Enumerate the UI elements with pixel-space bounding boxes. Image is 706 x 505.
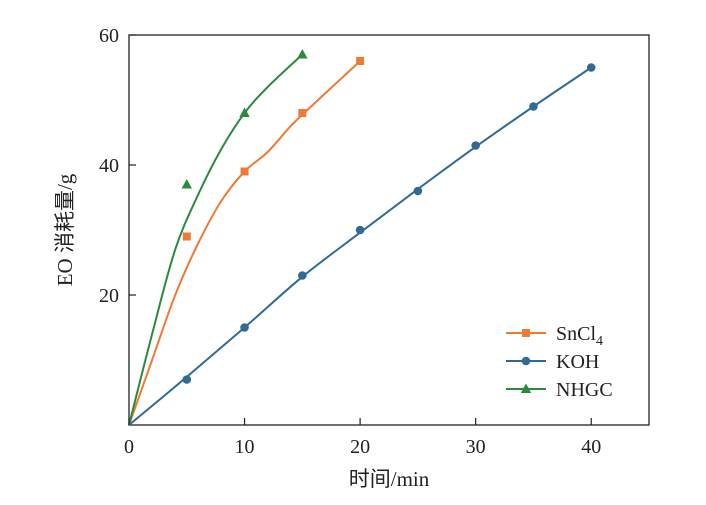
koh-data-point bbox=[298, 271, 307, 280]
y-axis-ticks: 20 40 60 bbox=[99, 25, 136, 307]
fit-curves bbox=[128, 53, 592, 426]
x-axis-ticks: 0 10 20 30 40 bbox=[124, 418, 601, 458]
nhgc-fit-curve bbox=[128, 53, 304, 426]
y-tick-label: 20 bbox=[99, 285, 119, 307]
koh-data-point bbox=[586, 63, 596, 72]
y-tick-label: 60 bbox=[99, 25, 119, 47]
x-axis-title: 时间/min bbox=[349, 467, 430, 491]
x-tick-label: 10 bbox=[235, 436, 255, 458]
y-axis-title: EO 消耗量/g bbox=[53, 173, 77, 286]
koh-data-point bbox=[240, 323, 249, 332]
sncl-data-point bbox=[356, 57, 365, 65]
koh-data-point bbox=[413, 186, 423, 196]
plot-area bbox=[128, 34, 650, 426]
koh-data-point bbox=[355, 225, 365, 235]
koh-fit-curve bbox=[128, 66, 592, 426]
nhgc-data-point bbox=[239, 107, 250, 117]
legend-sncl-marker bbox=[522, 329, 530, 337]
y-tick-label: 40 bbox=[99, 155, 119, 177]
nhgc-data-point bbox=[181, 179, 192, 189]
legend-sncl-label: SnCl4 bbox=[556, 323, 603, 349]
sncl-data-point bbox=[240, 167, 249, 176]
koh-data-point bbox=[529, 102, 538, 111]
legend-sncl-subscript: 4 bbox=[596, 334, 603, 349]
x-tick-label: 20 bbox=[350, 436, 370, 458]
legend-koh-marker bbox=[521, 356, 531, 366]
koh-data-point bbox=[471, 141, 480, 150]
x-tick-label: 30 bbox=[466, 436, 486, 458]
nhgc-data-point bbox=[297, 49, 308, 59]
legend-koh-label: KOH bbox=[556, 351, 599, 373]
legend-nhgc-marker bbox=[520, 383, 532, 393]
legend-nhgc-label: NHGC bbox=[556, 379, 613, 401]
koh-data-point bbox=[182, 375, 192, 384]
sncl-data-point bbox=[298, 109, 307, 117]
plot-frame bbox=[128, 34, 650, 426]
x-tick-label: 40 bbox=[581, 436, 601, 458]
data-markers bbox=[181, 49, 596, 384]
sncl-data-point bbox=[182, 232, 191, 241]
x-tick-label: 0 bbox=[124, 436, 134, 458]
